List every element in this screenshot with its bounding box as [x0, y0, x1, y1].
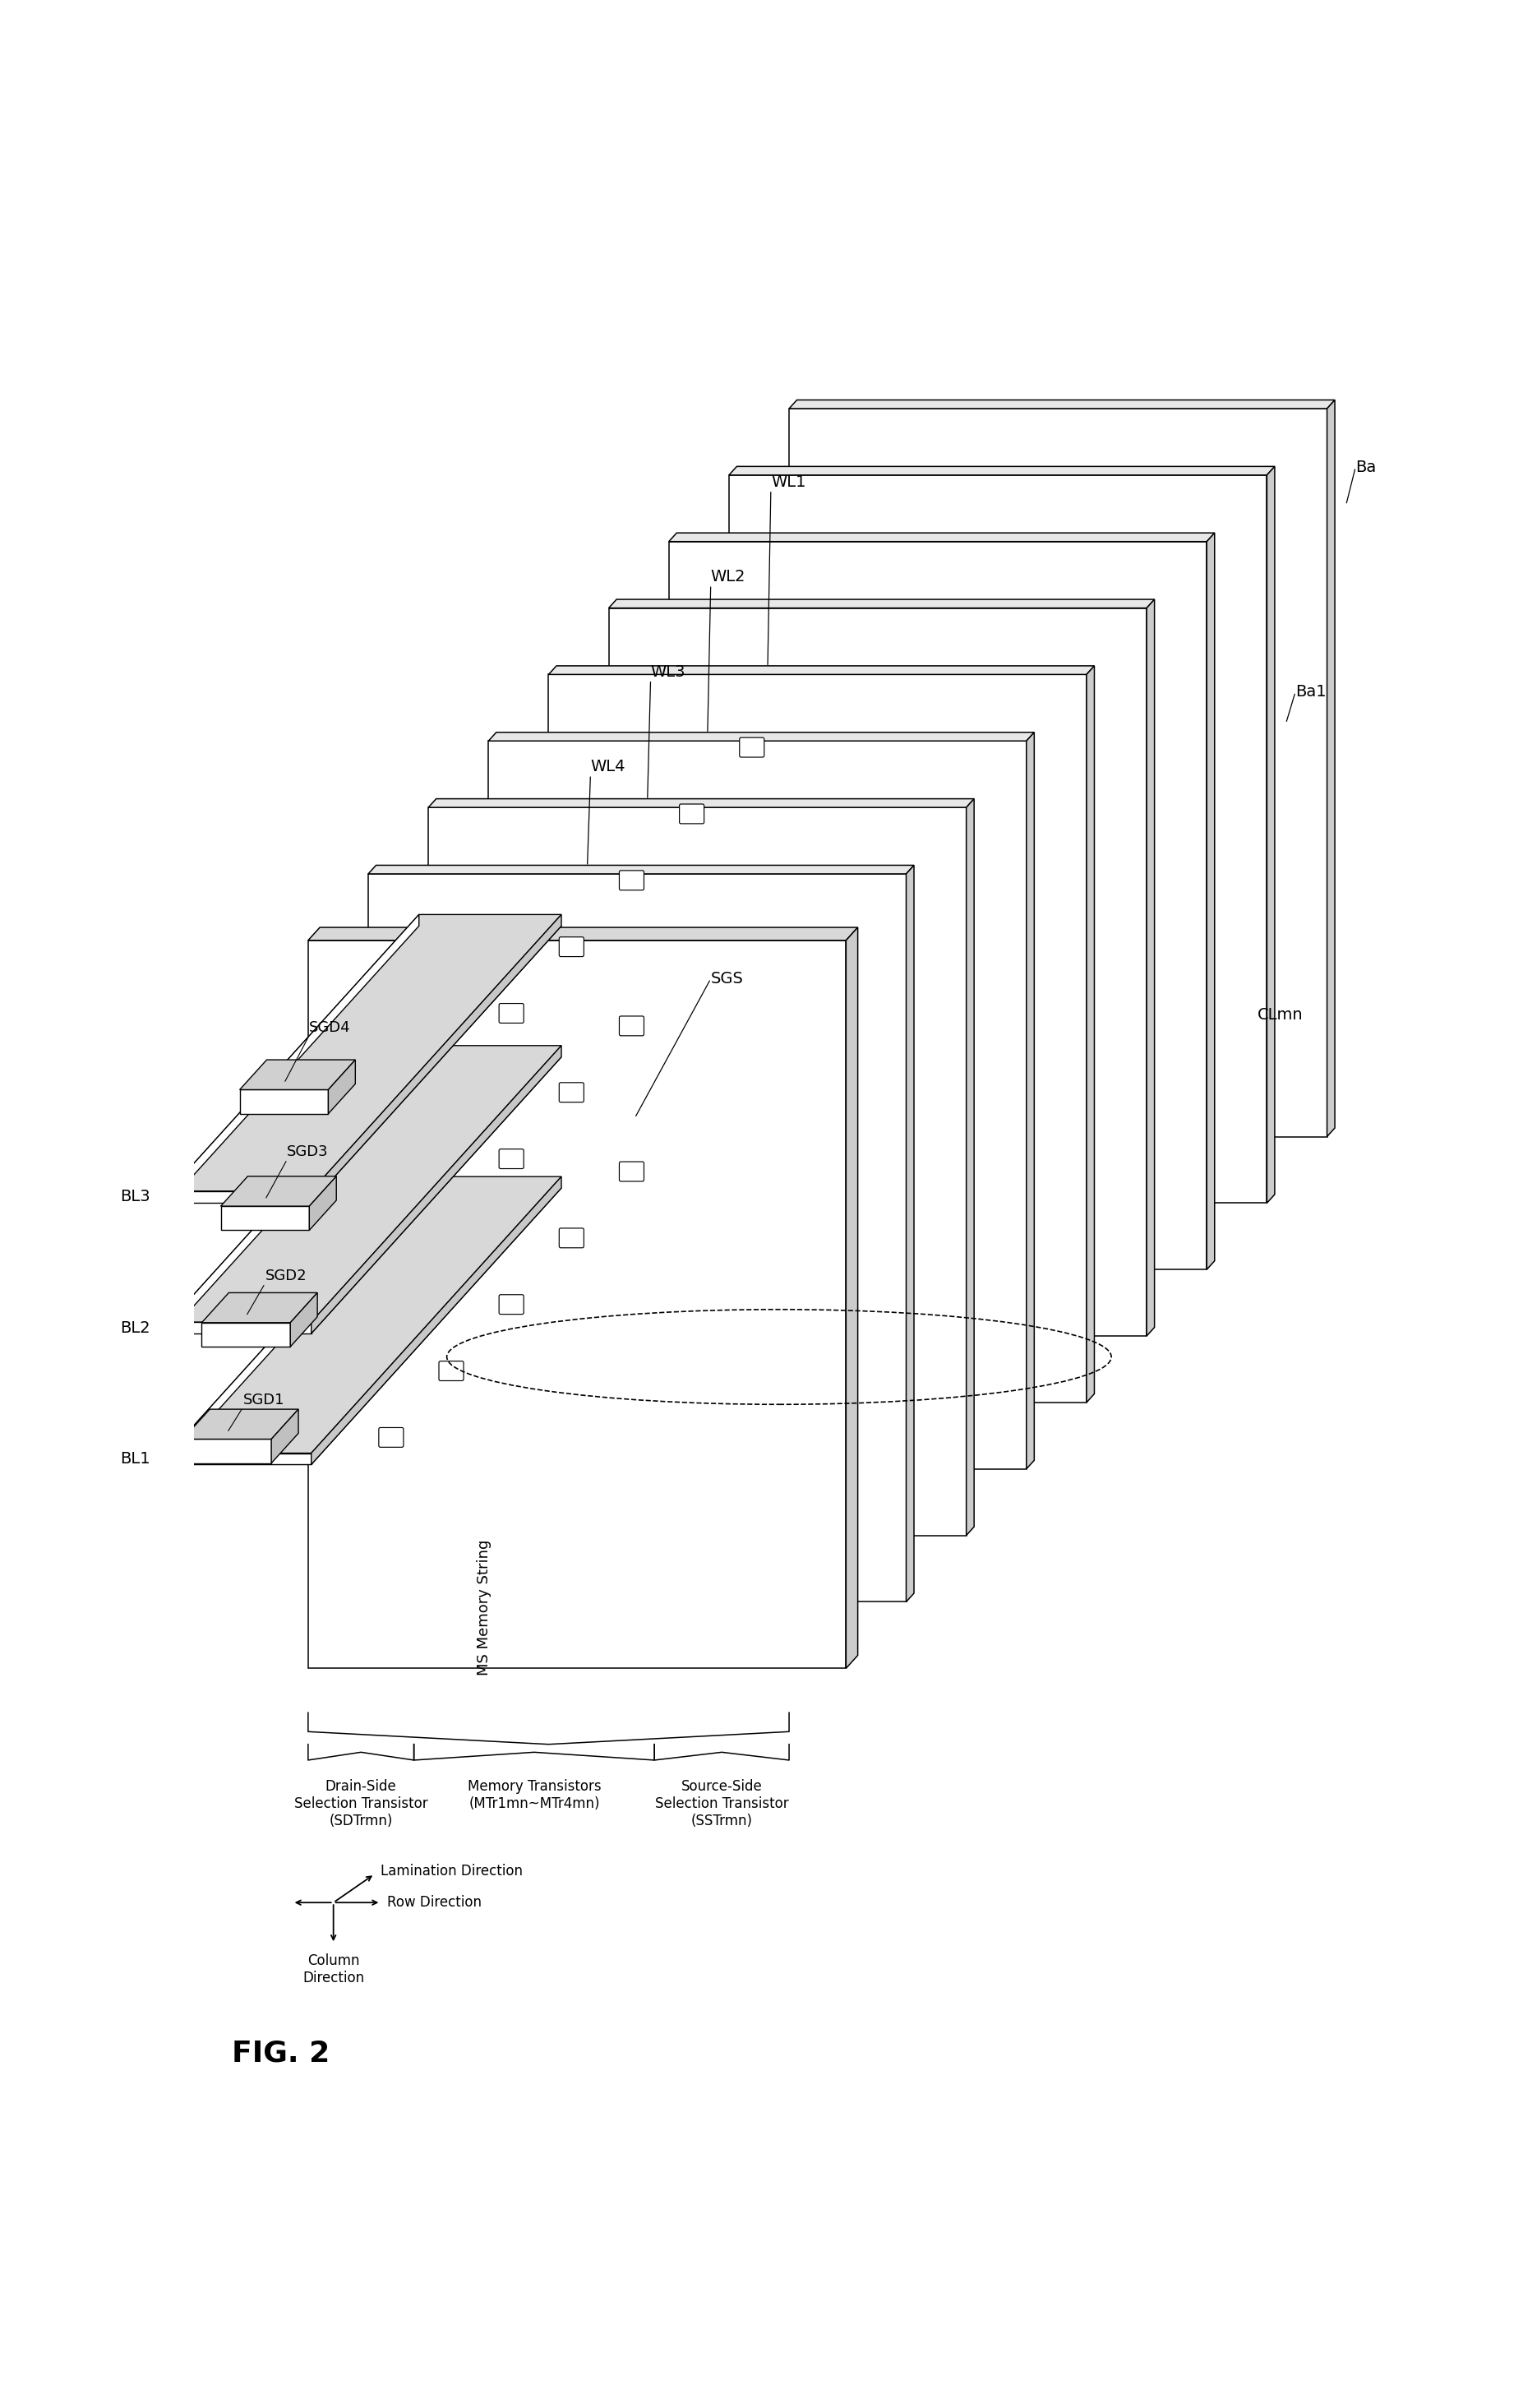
Polygon shape: [311, 1045, 562, 1334]
Polygon shape: [201, 1293, 317, 1322]
FancyBboxPatch shape: [500, 1004, 524, 1023]
Text: Column
Direction: Column Direction: [303, 1953, 364, 1984]
Text: Source-Side
Selection Transistor
(SSTrmn): Source-Side Selection Transistor (SSTrmn…: [655, 1780, 789, 1828]
Text: WL4: WL4: [591, 759, 626, 775]
Polygon shape: [789, 400, 1334, 409]
Polygon shape: [169, 1178, 562, 1452]
Polygon shape: [730, 474, 1267, 1204]
FancyBboxPatch shape: [740, 737, 765, 756]
Text: BL1: BL1: [120, 1452, 149, 1466]
Polygon shape: [183, 1440, 271, 1464]
Polygon shape: [906, 864, 914, 1601]
FancyBboxPatch shape: [620, 872, 644, 891]
Text: SGD1: SGD1: [242, 1392, 285, 1406]
Polygon shape: [239, 1060, 355, 1091]
Text: Memory Transistors
(MTr1mn~MTr4mn): Memory Transistors (MTr1mn~MTr4mn): [468, 1780, 602, 1811]
Polygon shape: [221, 1175, 337, 1206]
Text: Drain-Side
Selection Transistor
(SDTrmn): Drain-Side Selection Transistor (SDTrmn): [294, 1780, 428, 1828]
Polygon shape: [169, 1057, 562, 1334]
Polygon shape: [548, 667, 1095, 674]
Text: SGD4: SGD4: [309, 1021, 350, 1035]
Polygon shape: [311, 1178, 562, 1464]
Polygon shape: [169, 1322, 311, 1334]
Polygon shape: [169, 1452, 311, 1464]
Text: Ba1: Ba1: [1296, 684, 1327, 701]
Polygon shape: [169, 915, 419, 1202]
Polygon shape: [169, 927, 562, 1202]
Polygon shape: [1327, 400, 1334, 1137]
FancyBboxPatch shape: [620, 1161, 644, 1182]
FancyBboxPatch shape: [439, 1069, 463, 1088]
Polygon shape: [847, 927, 857, 1669]
FancyBboxPatch shape: [559, 1084, 583, 1103]
FancyBboxPatch shape: [500, 1149, 524, 1168]
FancyBboxPatch shape: [679, 949, 704, 970]
FancyBboxPatch shape: [740, 1028, 765, 1047]
Polygon shape: [489, 732, 1034, 742]
FancyBboxPatch shape: [559, 1228, 583, 1247]
FancyBboxPatch shape: [439, 1216, 463, 1235]
Polygon shape: [308, 927, 857, 942]
FancyBboxPatch shape: [620, 1016, 644, 1035]
Polygon shape: [489, 742, 1027, 1469]
Polygon shape: [669, 542, 1206, 1269]
FancyBboxPatch shape: [379, 1281, 404, 1303]
Text: Lamination Direction: Lamination Direction: [381, 1864, 522, 1878]
Polygon shape: [169, 1187, 562, 1464]
Polygon shape: [201, 1322, 291, 1346]
Polygon shape: [308, 942, 847, 1669]
Polygon shape: [271, 1409, 299, 1464]
Text: FIG. 2: FIG. 2: [231, 2040, 330, 2066]
Text: SGD2: SGD2: [265, 1269, 306, 1283]
Polygon shape: [428, 807, 966, 1536]
FancyBboxPatch shape: [679, 804, 704, 824]
FancyBboxPatch shape: [679, 1096, 704, 1115]
Polygon shape: [1147, 600, 1154, 1336]
Polygon shape: [730, 467, 1275, 474]
Polygon shape: [309, 1175, 337, 1230]
Polygon shape: [169, 1192, 311, 1202]
Polygon shape: [291, 1293, 317, 1346]
FancyBboxPatch shape: [379, 1428, 404, 1447]
Text: WL2: WL2: [711, 568, 746, 585]
Polygon shape: [1267, 467, 1275, 1204]
Text: SGD3: SGD3: [288, 1144, 329, 1158]
Text: WL1: WL1: [771, 474, 806, 489]
Text: WL3: WL3: [650, 665, 685, 679]
Polygon shape: [369, 874, 906, 1601]
Polygon shape: [169, 1045, 562, 1322]
Text: Row Direction: Row Direction: [387, 1895, 481, 1910]
Polygon shape: [1027, 732, 1034, 1469]
Text: BL3: BL3: [120, 1190, 149, 1204]
Text: Ba: Ba: [1355, 460, 1377, 474]
Text: MS Memory String: MS Memory String: [477, 1539, 492, 1676]
FancyBboxPatch shape: [559, 937, 583, 956]
Polygon shape: [548, 674, 1086, 1401]
Polygon shape: [966, 799, 975, 1536]
Polygon shape: [221, 1206, 309, 1230]
Polygon shape: [1206, 532, 1214, 1269]
Polygon shape: [169, 1178, 419, 1464]
Polygon shape: [669, 532, 1214, 542]
Text: BL2: BL2: [120, 1320, 149, 1336]
Polygon shape: [239, 1091, 329, 1115]
Polygon shape: [789, 409, 1327, 1137]
Polygon shape: [428, 799, 975, 807]
FancyBboxPatch shape: [439, 1361, 463, 1380]
Polygon shape: [183, 1409, 299, 1440]
Polygon shape: [311, 915, 562, 1202]
Polygon shape: [609, 600, 1154, 607]
Polygon shape: [169, 915, 562, 1192]
Text: SGS: SGS: [711, 970, 743, 987]
Polygon shape: [169, 1045, 419, 1334]
FancyBboxPatch shape: [740, 884, 765, 903]
Polygon shape: [369, 864, 914, 874]
FancyBboxPatch shape: [379, 1137, 404, 1156]
FancyBboxPatch shape: [500, 1296, 524, 1315]
Polygon shape: [329, 1060, 355, 1115]
Polygon shape: [1086, 667, 1095, 1401]
Polygon shape: [609, 607, 1147, 1336]
Text: CLmn: CLmn: [1258, 1007, 1304, 1023]
